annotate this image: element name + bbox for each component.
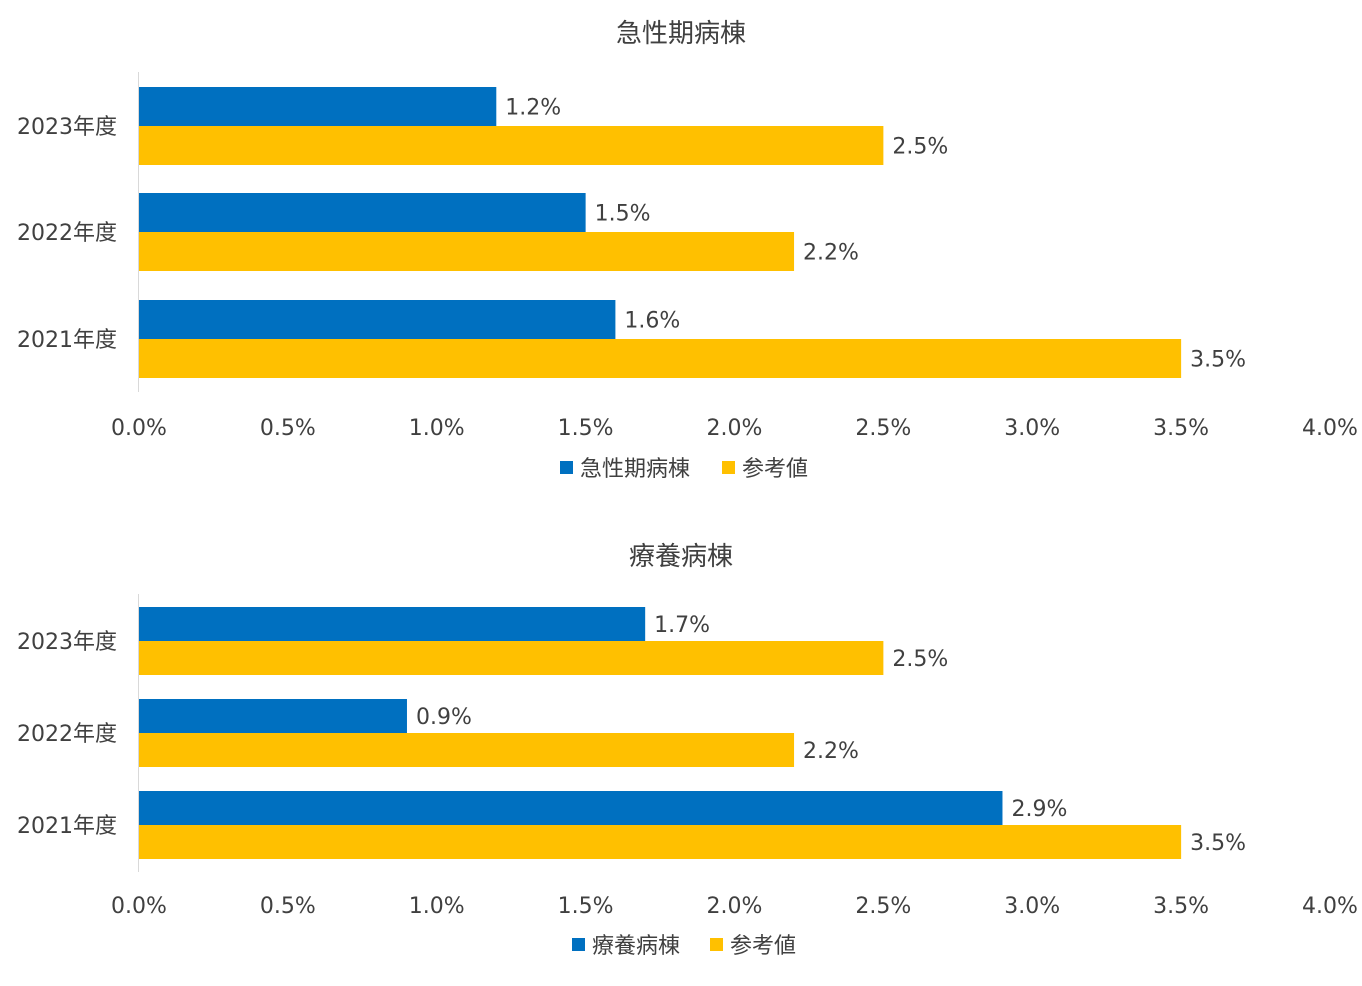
data-label: 2.2% bbox=[803, 241, 859, 266]
data-label: 2.2% bbox=[803, 739, 859, 764]
category-label: 2021年度 bbox=[17, 814, 117, 839]
bar-primary bbox=[139, 300, 616, 339]
legend-label: 療養病棟 bbox=[592, 934, 680, 959]
x-tick-label: 4.0% bbox=[1302, 894, 1358, 919]
data-label: 1.5% bbox=[595, 202, 651, 227]
x-tick-label: 0.0% bbox=[111, 894, 167, 919]
legend-swatch bbox=[710, 938, 723, 951]
chart-panel-1: 急性期病棟 2023年度 1.2% 2.5% 2022年度 1.5% 2.2% 2021年度 1… bbox=[17, 19, 1358, 482]
category-label: 2022年度 bbox=[17, 722, 117, 747]
category-label: 2021年度 bbox=[17, 328, 117, 353]
bar-reference bbox=[139, 641, 884, 675]
x-tick-label: 0.5% bbox=[260, 416, 316, 441]
x-tick-label: 1.0% bbox=[409, 894, 465, 919]
legend-swatch bbox=[572, 938, 585, 951]
x-tick-label: 1.5% bbox=[558, 416, 614, 441]
data-label: 1.2% bbox=[505, 96, 561, 121]
chart-title: 療養病棟 bbox=[629, 542, 733, 572]
x-tick-label: 3.0% bbox=[1004, 416, 1060, 441]
legend-label: 参考値 bbox=[730, 934, 796, 959]
x-tick-label: 0.0% bbox=[111, 416, 167, 441]
x-tick-label: 3.0% bbox=[1004, 894, 1060, 919]
category-label: 2023年度 bbox=[17, 630, 117, 655]
x-tick-label: 2.5% bbox=[855, 894, 911, 919]
category-label: 2022年度 bbox=[17, 221, 117, 246]
data-label: 2.5% bbox=[892, 647, 948, 672]
data-label: 1.6% bbox=[624, 309, 680, 334]
data-label: 1.7% bbox=[654, 613, 710, 638]
data-label: 3.5% bbox=[1190, 348, 1246, 373]
legend-swatch bbox=[722, 461, 735, 474]
data-label: 2.5% bbox=[892, 135, 948, 160]
category-label: 2023年度 bbox=[17, 115, 117, 140]
x-tick-label: 4.0% bbox=[1302, 416, 1358, 441]
bar-primary bbox=[139, 193, 586, 232]
chart-panel-2: 療養病棟 2023年度 1.7% 2.5% 2022年度 0.9% 2.2% 2021年度 2.… bbox=[17, 542, 1358, 959]
chart-title: 急性期病棟 bbox=[616, 19, 746, 49]
bar-primary bbox=[139, 607, 646, 641]
x-tick-label: 1.0% bbox=[409, 416, 465, 441]
x-tick-label: 2.0% bbox=[707, 416, 763, 441]
x-tick-label: 0.5% bbox=[260, 894, 316, 919]
legend-label: 急性期病棟 bbox=[580, 457, 690, 482]
data-label: 0.9% bbox=[416, 705, 472, 730]
bar-reference bbox=[139, 126, 884, 165]
bar-reference bbox=[139, 339, 1182, 378]
bar-primary bbox=[139, 699, 407, 733]
bar-primary bbox=[139, 87, 497, 126]
bar-reference bbox=[139, 733, 795, 767]
bar-reference bbox=[139, 825, 1182, 859]
data-label: 2.9% bbox=[1011, 797, 1067, 822]
bar-reference bbox=[139, 232, 795, 271]
x-tick-label: 2.5% bbox=[855, 416, 911, 441]
legend-swatch bbox=[560, 461, 573, 474]
legend-label: 参考値 bbox=[742, 457, 808, 482]
bar-primary bbox=[139, 791, 1003, 825]
x-tick-label: 1.5% bbox=[558, 894, 614, 919]
x-tick-label: 3.5% bbox=[1153, 416, 1209, 441]
x-tick-label: 3.5% bbox=[1153, 894, 1209, 919]
x-tick-label: 2.0% bbox=[707, 894, 763, 919]
data-label: 3.5% bbox=[1190, 831, 1246, 856]
